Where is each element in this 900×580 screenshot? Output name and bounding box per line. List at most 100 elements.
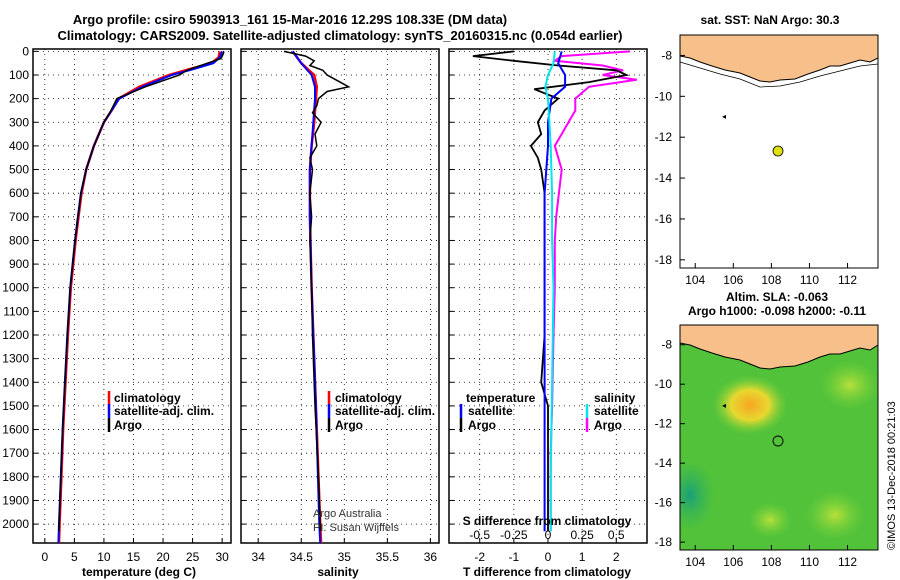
difference-gridlines <box>449 49 647 543</box>
argo-float-location-sst <box>772 145 784 157</box>
x-tick-label: 30 <box>215 550 229 564</box>
sst-map-title: sat. SST: NaN Argo: 30.3 <box>701 13 840 27</box>
difference-s-ticks: -0.5 -0.25 0 0.25 0.5 <box>469 528 625 542</box>
sla-map-frame <box>679 324 879 551</box>
depth-tick-label: 500 <box>9 163 29 177</box>
lat-tick-label: -8 <box>661 48 672 62</box>
legend-s-satellite: satellite <box>594 404 639 418</box>
salinity-satellite-line <box>291 50 322 544</box>
depth-tick-label: 1600 <box>2 423 29 437</box>
sla-map: Altim. SLA: -0.063 Argo h1000: -0.098 h2… <box>655 290 879 569</box>
legend-temperature-title: temperature <box>466 391 536 405</box>
lon-tick-label: 110 <box>800 555 819 569</box>
x-tick-label: 35 <box>338 550 352 564</box>
java-coastline-sla <box>680 325 878 370</box>
lon-tick-label: 108 <box>761 273 781 287</box>
sal-legend-satellite-adj: satellite-adj. clim. <box>335 404 435 418</box>
salinity-legend: climatology satellite-adj. clim. Argo <box>327 391 435 432</box>
small-marker-arrow: ◂ <box>722 112 726 121</box>
depth-tick-label: 600 <box>9 186 29 200</box>
s-tick-label: 0.25 <box>570 528 594 542</box>
lon-tick-label: 110 <box>800 273 819 287</box>
lat-tick-label: -12 <box>655 130 673 144</box>
s-tick-label: 0 <box>545 528 552 542</box>
x-tick-label: 36 <box>424 550 438 564</box>
figure-title-line2: Climatology: CARS2009. Satellite-adjuste… <box>58 28 623 43</box>
x-tick-label: -1 <box>509 550 520 564</box>
legend-t-satellite: satellite <box>468 404 513 418</box>
t-difference-x-label: T difference from climatology <box>463 565 631 579</box>
temperature-legend: climatology satellite-adj. clim. Argo <box>107 391 214 432</box>
java-coastline <box>679 34 879 83</box>
lon-tick-label: 104 <box>685 555 705 569</box>
temperature-x-label: temperature (deg C) <box>82 565 196 579</box>
x-tick-label: 10 <box>97 550 111 564</box>
temperature-gridlines <box>33 49 231 543</box>
x-tick-label: 0 <box>545 550 552 564</box>
sst-map: sat. SST: NaN Argo: 30.3 ◂ -8 -10 -12 -14 -1… <box>655 13 879 287</box>
x-tick-label: 34 <box>252 550 266 564</box>
sal-legend-climatology: climatology <box>335 391 402 405</box>
depth-tick-label: 800 <box>9 233 29 247</box>
credit-pi: PI: Susan Wijffels <box>313 522 399 534</box>
lat-tick-label: -18 <box>655 535 673 549</box>
depth-tick-label: 100 <box>9 68 29 82</box>
lon-tick-label: 108 <box>761 555 781 569</box>
temperature-panel: 0 5 10 15 20 25 30 0 100 200 300 400 500 600 700 800 90… <box>2 44 232 579</box>
temperature-argo-line <box>58 51 225 532</box>
argo-float-location-sla <box>772 435 784 447</box>
sst-map-lat-ticks: -8 -10 -12 -14 -16 -18 <box>655 48 685 267</box>
legend-argo: Argo <box>114 418 142 432</box>
depth-tick-label: 200 <box>9 92 29 106</box>
salinity-x-label: salinity <box>317 565 359 579</box>
salinity-lines <box>283 50 351 544</box>
x-tick-label: 0 <box>41 550 48 564</box>
difference-legend: temperature satellite Argo salinity sate… <box>459 391 639 432</box>
salinity-plot-frame <box>240 48 440 544</box>
lon-tick-label: 112 <box>838 273 857 287</box>
sal-legend-argo: Argo <box>335 418 363 432</box>
temperature-plot-frame <box>32 48 232 544</box>
depth-tick-label: 300 <box>9 115 29 129</box>
depth-tick-label: 2000 <box>2 517 29 531</box>
depth-tick-label: 1300 <box>2 352 29 366</box>
s-difference-label: S difference from climatology <box>463 514 632 528</box>
lat-tick-label: -12 <box>655 417 673 431</box>
x-tick-label: 20 <box>156 550 170 564</box>
lat-tick-label: -16 <box>655 496 673 510</box>
sla-map-title1: Altim. SLA: -0.063 <box>726 290 828 304</box>
lon-tick-label: 112 <box>838 555 857 569</box>
legend-t-argo: Argo <box>468 418 496 432</box>
difference-lines <box>472 50 637 532</box>
temperature-x-ticks: 0 5 10 15 20 25 30 <box>41 550 229 564</box>
x-tick-label: 34.5 <box>290 550 314 564</box>
s-tick-label: -0.25 <box>500 528 528 542</box>
lat-tick-label: -14 <box>655 456 673 470</box>
s-tick-label: -0.5 <box>469 528 490 542</box>
imos-timestamp: ©IMOS 13-Dec-2018 00:21:03 <box>886 401 898 550</box>
lat-tick-label: -10 <box>655 377 673 391</box>
salinity-gridlines <box>241 49 439 543</box>
x-tick-label: 25 <box>186 550 200 564</box>
lat-tick-label: -14 <box>655 171 673 185</box>
lat-tick-label: -18 <box>655 253 673 267</box>
depth-tick-label: 1200 <box>2 328 29 342</box>
temperature-lines <box>57 51 225 544</box>
legend-satellite-adj: satellite-adj. clim. <box>114 404 214 418</box>
x-tick-label: -2 <box>474 550 485 564</box>
legend-salinity-title: salinity <box>594 391 636 405</box>
temperature-diff-satellite-line <box>543 51 567 532</box>
credit-argo-australia: Argo Australia <box>313 508 382 520</box>
lat-tick-label: -8 <box>661 338 672 352</box>
depth-y-ticks: 0 100 200 300 400 500 600 700 800 900 1000 1100 1200… <box>2 44 29 531</box>
sst-map-lon-ticks: 104 106 108 110 112 <box>685 263 857 287</box>
coast-contour <box>679 61 879 88</box>
depth-tick-label: 1500 <box>2 399 29 413</box>
legend-s-argo: Argo <box>594 418 622 432</box>
depth-tick-label: 1000 <box>2 281 29 295</box>
sla-map-lon-ticks: 104 106 108 110 112 <box>685 545 857 569</box>
figure-title-line1: Argo profile: csiro 5903913_161 15-Mar-2… <box>73 12 507 27</box>
depth-tick-label: 1700 <box>2 446 29 460</box>
depth-tick-label: 900 <box>9 257 29 271</box>
lat-tick-label: -16 <box>655 212 673 226</box>
